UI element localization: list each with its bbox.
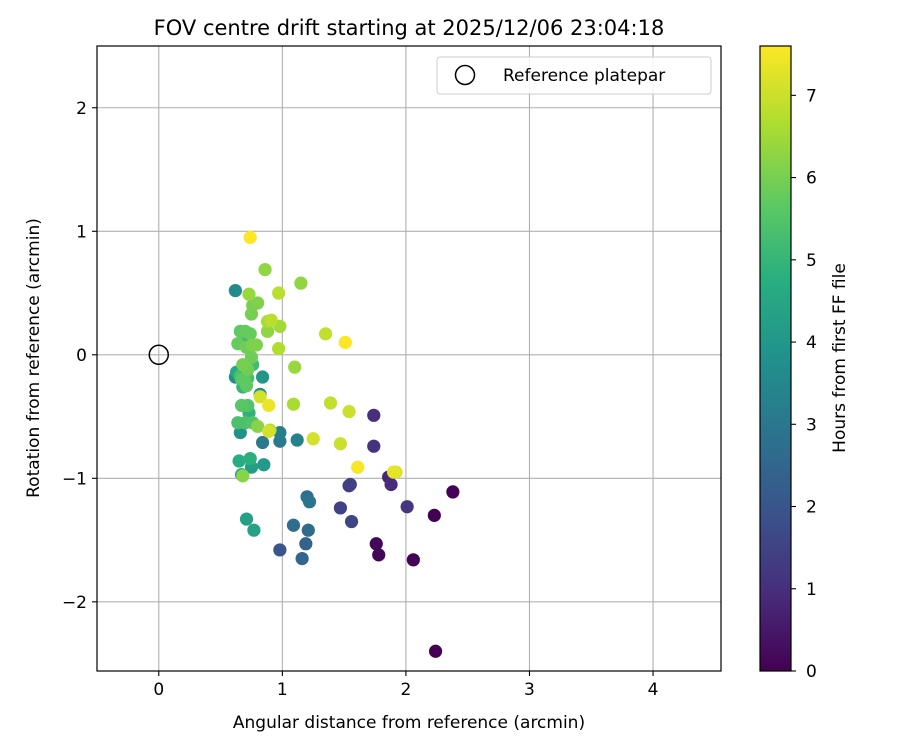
y-tick-label: 1 [76,222,87,242]
plot-frame [96,45,722,672]
data-point [253,390,267,404]
data-point [372,548,386,562]
y-axis-ticks: −2 −1 0 1 2 [62,99,97,613]
colorbar-tick-label: 3 [806,415,817,435]
data-point [333,437,348,451]
data-point [251,296,265,310]
data-point [264,313,278,327]
data-points [228,230,460,658]
data-point [262,398,276,413]
colorbar-gradient [760,46,791,671]
reference-platepar-marker [148,344,170,366]
data-point [260,324,275,338]
colorbar-tick-label: 5 [806,251,817,271]
data-point [273,426,287,440]
data-point [236,358,250,372]
data-point [406,553,420,567]
data-point [344,514,359,529]
data-point [234,398,249,413]
data-point [369,537,383,551]
data-point [386,465,401,479]
data-point [232,454,246,468]
data-point [306,432,320,446]
y-tick-label: 0 [76,346,87,366]
data-point [333,501,348,515]
data-point [247,523,261,537]
x-axis-label: Angular distance from reference (arcmin) [233,713,585,733]
data-point [400,500,414,514]
data-point [286,397,301,411]
data-point [288,360,302,374]
data-point [286,518,301,532]
data-point [233,426,247,440]
x-tick-label: 2 [400,680,411,700]
data-point [258,262,272,277]
x-tick-label: 3 [524,680,535,700]
y-tick-label: −1 [62,469,87,489]
grid [97,46,721,671]
data-point [242,287,256,301]
data-point [301,523,315,537]
data-point [272,342,286,356]
colorbar-tick-label: 1 [806,580,817,600]
data-point [318,327,333,341]
colorbar-tick-label: 7 [806,86,817,106]
y-axis-label: Rotation from reference (arcmin) [24,218,44,498]
data-point [251,419,265,434]
legend: Reference platepar [436,56,712,95]
data-point [299,537,313,551]
data-point [323,396,338,410]
legend-entry-label: Reference platepar [503,66,665,86]
data-point [343,477,357,492]
data-point [257,458,271,472]
x-axis-ticks: 0 1 2 3 4 [153,671,658,700]
data-point [302,495,317,509]
data-point [255,435,270,450]
data-point [367,439,381,453]
colorbar-label: Hours from first FF file [830,263,850,453]
data-point [244,350,259,364]
data-point [446,485,460,499]
data-point [273,543,287,557]
legend-box [436,56,712,95]
data-point [294,276,308,290]
colorbar-tick-label: 2 [806,498,817,518]
data-point [228,283,242,298]
x-tick-label: 1 [277,680,288,700]
colorbar-ticks: 0 1 2 3 4 5 6 7 [791,86,817,682]
data-point [384,477,398,492]
chart-title: FOV centre drift starting at 2025/12/06 … [154,16,665,40]
colorbar: 0 1 2 3 4 5 6 7 Hours from first FF file [759,45,850,682]
data-point [243,327,257,341]
legend-marker-icon [454,64,476,86]
data-point [428,644,443,658]
data-point [249,338,263,352]
data-point [239,379,254,393]
colorbar-frame [759,45,792,672]
data-point [342,405,356,419]
data-point [427,508,441,522]
y-tick-label: −2 [62,593,87,613]
data-point [255,370,270,384]
data-point [243,230,257,245]
data-point [239,512,254,526]
colorbar-tick-label: 0 [806,662,817,682]
data-point [367,408,381,422]
colorbar-tick-label: 4 [806,333,817,353]
data-point [295,551,309,566]
data-point [243,451,257,466]
x-tick-label: 4 [648,680,659,700]
data-point [290,433,304,447]
data-point [351,460,365,474]
data-point [272,286,286,300]
data-point [236,469,250,483]
data-point [262,424,276,438]
colorbar-tick-label: 6 [806,169,817,189]
x-tick-label: 0 [153,680,164,700]
y-tick-label: 2 [76,99,87,119]
data-point [338,335,352,350]
